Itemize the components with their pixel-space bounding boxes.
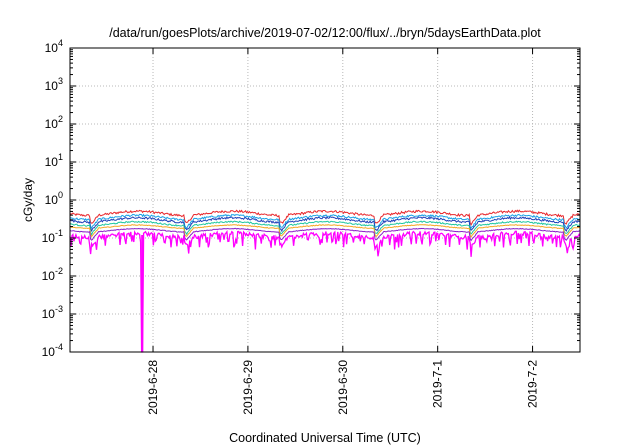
grid (70, 48, 580, 352)
y-tick-label: 10-2 (42, 266, 63, 283)
y-tick-label: 100 (45, 190, 63, 207)
y-tick-label: 103 (45, 76, 63, 93)
series-line (69, 227, 581, 242)
x-tick-label: 2019-7-1 (431, 360, 445, 408)
series-line (69, 220, 581, 236)
series-line (69, 213, 581, 230)
x-axis-label: Coordinated Universal Time (UTC) (229, 431, 421, 445)
series-line (69, 224, 581, 238)
x-tick-label: 2019-6-28 (146, 360, 160, 415)
x-tick-label: 2019-6-29 (241, 360, 255, 415)
chart-title: /data/run/goesPlots/archive/2019-07-02/1… (109, 26, 541, 40)
series-group (69, 209, 581, 353)
series-line (69, 215, 581, 233)
y-axis-label: cGy/day (21, 178, 35, 222)
series-line (69, 209, 581, 226)
x-tick-label: 2019-7-2 (526, 360, 540, 408)
x-tick-label: 2019-6-30 (336, 360, 350, 415)
y-tick-label: 101 (45, 152, 63, 169)
series-line (69, 229, 581, 353)
y-tick-label: 10-3 (42, 304, 63, 321)
x-ticks: 2019-6-28 2019-6-29 2019-6-30 2019-7-1 2019-… (146, 48, 540, 415)
y-tick-label: 102 (45, 114, 63, 131)
y-tick-label: 104 (45, 38, 63, 55)
y-tick-label: 10-1 (42, 228, 63, 245)
y-tick-label: 10-4 (42, 342, 63, 359)
